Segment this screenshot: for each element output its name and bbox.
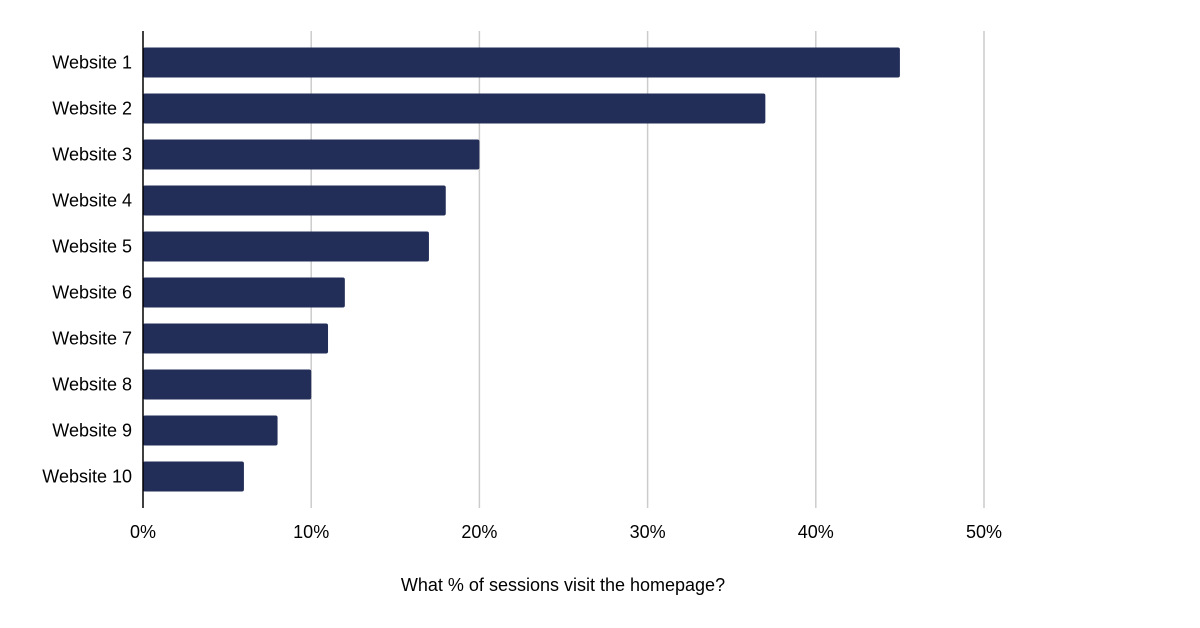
bars [143, 47, 900, 492]
category-label: Website 2 [52, 99, 132, 119]
bar [143, 47, 900, 78]
x-tick-labels: 0% 10% 20% 30% 40% 50% [130, 522, 1002, 542]
bar [143, 369, 312, 400]
x-axis-title: What % of sessions visit the homepage? [401, 575, 725, 595]
bar [143, 277, 345, 308]
category-labels: Website 1 Website 2 Website 3 Website 4 Webs… [42, 53, 132, 487]
bar [143, 415, 278, 446]
category-label: Website 3 [52, 145, 132, 165]
category-label: Website 7 [52, 329, 132, 349]
category-label: Website 1 [52, 53, 132, 73]
x-tick-label: 0% [130, 522, 156, 542]
category-label: Website 10 [42, 467, 132, 487]
bar [143, 139, 480, 170]
category-label: Website 4 [52, 191, 132, 211]
x-tick-label: 20% [461, 522, 497, 542]
category-label: Website 8 [52, 375, 132, 395]
x-tick-label: 30% [630, 522, 666, 542]
bar [143, 185, 446, 216]
category-label: Website 6 [52, 283, 132, 303]
bar [143, 323, 329, 354]
bar [143, 93, 766, 124]
category-label: Website 9 [52, 421, 132, 441]
bar [143, 231, 429, 262]
bar [143, 461, 244, 492]
x-tick-label: 10% [293, 522, 329, 542]
x-tick-label: 40% [798, 522, 834, 542]
category-label: Website 5 [52, 237, 132, 257]
x-tick-label: 50% [966, 522, 1002, 542]
